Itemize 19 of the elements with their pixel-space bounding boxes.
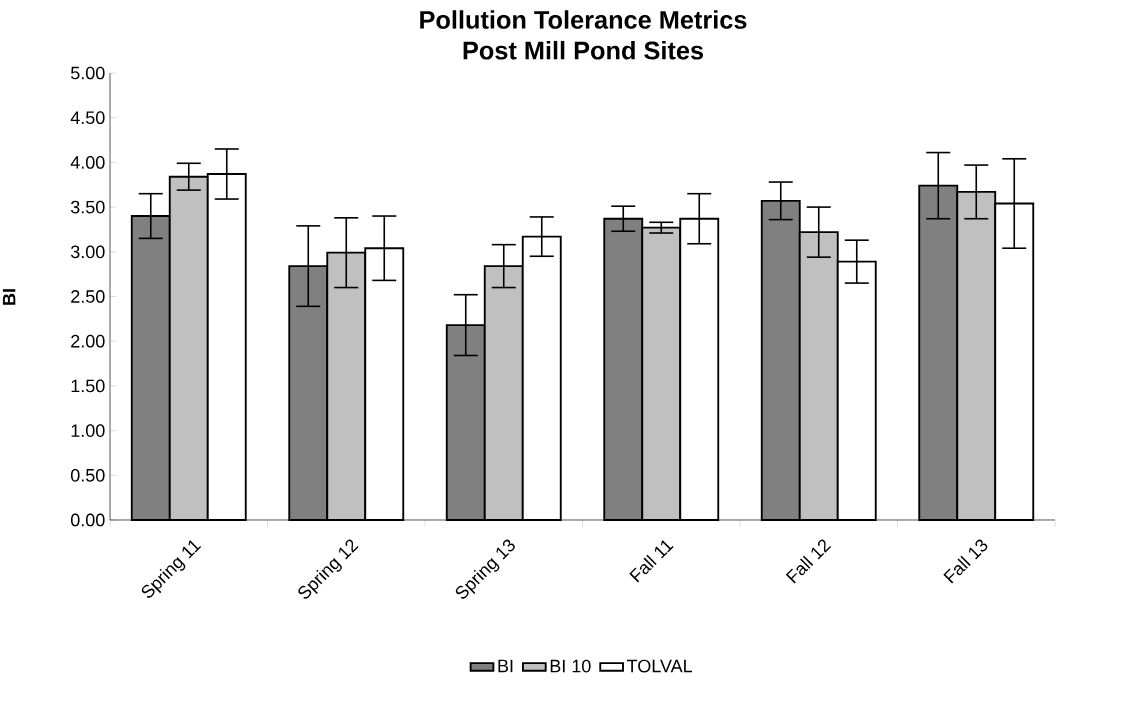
legend-label: TOLVAL [627, 659, 693, 673]
y-axis-title: BI [2, 289, 16, 305]
y-tick-label: 5.00 [70, 66, 105, 80]
x-tick-label: Fall 12 [785, 539, 832, 584]
x-tick-label: Fall 11 [629, 540, 674, 583]
y-tick-label: 2.50 [71, 290, 105, 303]
legend-label: BI [498, 659, 513, 673]
y-tick-label: 0.00 [70, 513, 105, 527]
chart-title: Pollution Tolerance Metrics Post Mill Pond Sites [420, 10, 747, 60]
y-tick-label: 4.50 [70, 111, 105, 125]
x-tick-label: Fall 13 [943, 539, 988, 584]
y-tick-label: 3.50 [70, 200, 105, 214]
y-tick-label: 4.00 [70, 156, 105, 169]
y-tick-label: 0.50 [70, 468, 105, 482]
y-tick-label: 1.50 [71, 379, 105, 393]
y-tick-label: 3.00 [70, 245, 105, 259]
y-tick-label: 1.00 [71, 424, 105, 437]
legend-label: BI 10 [550, 659, 591, 673]
y-tick-label: 2.00 [71, 334, 105, 348]
